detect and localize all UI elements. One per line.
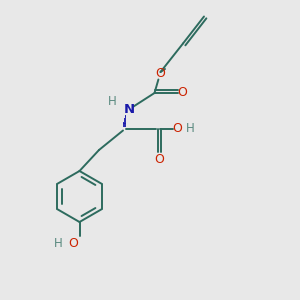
Text: H: H [186, 122, 195, 136]
Text: O: O [156, 67, 165, 80]
Text: O: O [177, 86, 187, 100]
Text: O: O [154, 153, 164, 167]
Text: H: H [53, 237, 62, 250]
Text: N: N [123, 103, 135, 116]
Text: H: H [108, 94, 117, 108]
Text: O: O [68, 237, 78, 250]
Text: O: O [172, 122, 182, 136]
